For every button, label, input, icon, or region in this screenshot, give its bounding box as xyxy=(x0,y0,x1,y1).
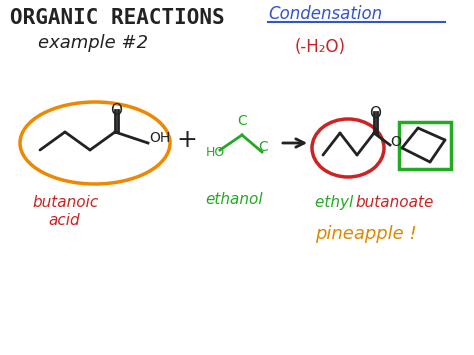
Text: ethyl: ethyl xyxy=(315,195,358,210)
Text: C: C xyxy=(258,140,268,154)
Text: +: + xyxy=(176,128,198,152)
Text: (-H₂O): (-H₂O) xyxy=(295,38,346,56)
Text: acid: acid xyxy=(48,213,80,228)
Text: Condensation: Condensation xyxy=(268,5,382,23)
Text: example #2: example #2 xyxy=(38,34,148,52)
Text: O: O xyxy=(390,135,401,149)
Text: ethanol: ethanol xyxy=(205,192,263,207)
Text: butanoic: butanoic xyxy=(32,195,98,210)
Text: OH: OH xyxy=(149,131,170,145)
Text: O: O xyxy=(369,106,381,121)
Text: O: O xyxy=(110,103,122,118)
Text: ORGANIC REACTIONS: ORGANIC REACTIONS xyxy=(10,8,225,28)
Text: pineapple !: pineapple ! xyxy=(315,225,417,243)
Text: HO: HO xyxy=(206,146,225,158)
Text: butanoate: butanoate xyxy=(355,195,433,210)
Text: C: C xyxy=(237,114,247,128)
